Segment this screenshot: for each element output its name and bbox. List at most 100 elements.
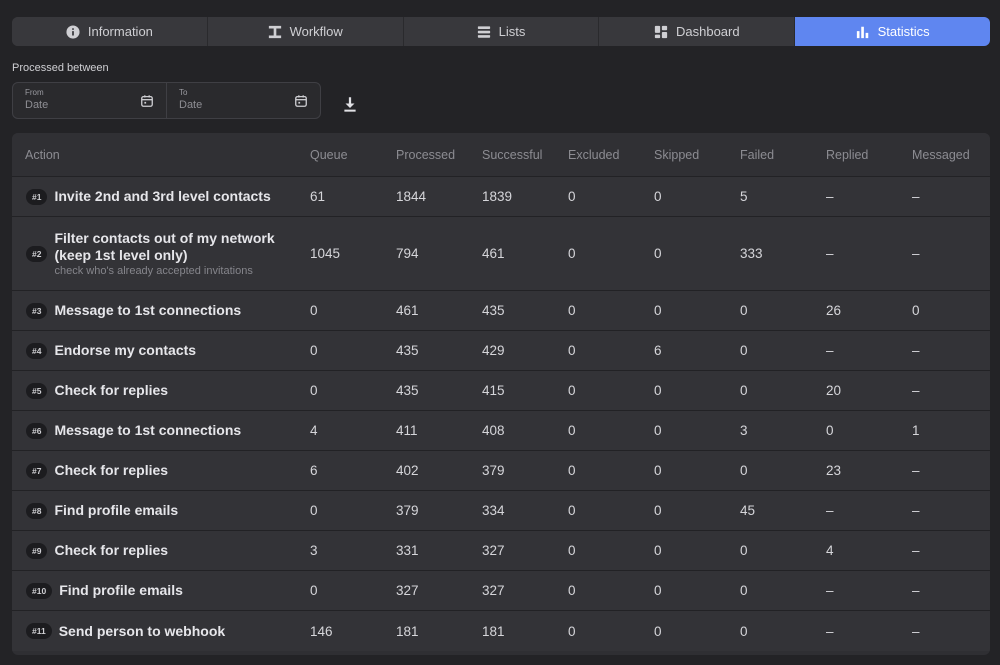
messaged-cell: – (912, 343, 920, 358)
excluded-cell: 0 (568, 543, 576, 558)
action-text: Find profile emails (59, 582, 183, 599)
queue-cell: 1045 (310, 246, 341, 261)
dashboard-icon (654, 25, 668, 38)
header-processed: Processed (396, 147, 456, 162)
queue-cell: 3 (310, 543, 318, 558)
action-text: Find profile emails (54, 502, 178, 519)
from-date-field[interactable]: From Date (13, 83, 166, 118)
action-text: Send person to webhook (59, 623, 225, 640)
skipped-cell: 0 (654, 383, 662, 398)
processed-cell: 331 (396, 543, 419, 558)
step-badge: #9 (26, 542, 48, 559)
list-icon (477, 25, 490, 38)
excluded-cell: 0 (568, 343, 576, 358)
workflow-icon (268, 25, 281, 38)
step-badge: #4 (26, 342, 48, 359)
table-row[interactable]: #9 Check for replies 3 331 327 0 0 0 4 – (12, 531, 990, 571)
step-badge: #3 (26, 302, 48, 319)
successful-cell: 461 (482, 246, 505, 261)
failed-cell: 0 (740, 543, 748, 558)
messaged-cell: – (912, 189, 920, 204)
failed-cell: 45 (740, 503, 756, 518)
step-badge: #6 (26, 422, 48, 439)
queue-cell: 0 (310, 503, 318, 518)
calendar-icon[interactable] (294, 94, 308, 108)
successful-cell: 334 (482, 503, 505, 518)
replied-cell: – (826, 343, 834, 358)
queue-cell: 0 (310, 303, 318, 318)
processed-between-label: Processed between (12, 62, 109, 74)
header-skipped: Skipped (654, 147, 700, 162)
skipped-cell: 0 (654, 583, 662, 598)
table-row[interactable]: #6 Message to 1st connections 4 411 408 0 0 3 0 1 (12, 411, 990, 451)
action-name: Invite 2nd and 3rd level contacts (54, 188, 271, 204)
failed-cell: 0 (740, 463, 748, 478)
view-tabs: Information Workflow Lists Dashboard Sta… (12, 17, 990, 46)
action-name: Message to 1st connections (54, 422, 242, 438)
table-row[interactable]: #2 Filter contacts out of my network (kee… (12, 217, 990, 291)
replied-cell: 0 (826, 423, 834, 438)
action-name: Check for replies (54, 382, 169, 398)
replied-cell: 23 (826, 463, 842, 478)
table-body: #1 Invite 2nd and 3rd level contacts 61 184… (12, 177, 990, 651)
table-row[interactable]: #3 Message to 1st connections 0 461 435 0 0 0 26… (12, 291, 990, 331)
messaged-cell: – (912, 246, 920, 261)
table-row[interactable]: #7 Check for replies 6 402 379 0 0 0 23 – (12, 451, 990, 491)
replied-cell: 20 (826, 383, 842, 398)
failed-cell: 333 (740, 246, 763, 261)
table-row[interactable]: #1 Invite 2nd and 3rd level contacts 61 184… (12, 177, 990, 217)
tab-information[interactable]: Information (12, 17, 208, 46)
processed-cell: 794 (396, 246, 419, 261)
tab-workflow[interactable]: Workflow (207, 17, 404, 46)
action-name: Find profile emails (54, 502, 179, 518)
processed-cell: 181 (396, 623, 419, 639)
successful-cell: 435 (482, 303, 505, 318)
successful-cell: 379 (482, 463, 505, 478)
tab-statistics[interactable]: Statistics (795, 17, 990, 46)
messaged-cell: – (912, 383, 920, 398)
table-row[interactable]: #11 Send person to webhook 146 181 181 0 0 0 – – (12, 611, 990, 651)
header-failed: Failed (740, 147, 775, 162)
queue-cell: 6 (310, 463, 318, 478)
table-row[interactable]: #8 Find profile emails 0 379 334 0 0 45 – – (12, 491, 990, 531)
from-date-placeholder: Date (25, 99, 49, 111)
action-cell: #3 Message to 1st connections (12, 302, 299, 319)
failed-cell: 0 (740, 583, 748, 598)
table-row[interactable]: #10 Find profile emails 0 327 327 0 0 0 – – (12, 571, 990, 611)
excluded-cell: 0 (568, 463, 576, 478)
failed-cell: 3 (740, 423, 748, 438)
messaged-cell: – (912, 503, 920, 518)
to-date-field[interactable]: To Date (166, 83, 320, 118)
action-text: Message to 1st connections (54, 422, 241, 439)
excluded-cell: 0 (568, 503, 576, 518)
table-row[interactable]: #4 Endorse my contacts 0 435 429 0 6 0 – – (12, 331, 990, 371)
action-name: Find profile emails (59, 582, 183, 598)
action-cell: #8 Find profile emails (12, 502, 299, 519)
excluded-cell: 0 (568, 583, 576, 598)
action-cell: #11 Send person to webhook (12, 623, 299, 640)
tab-dashboard[interactable]: Dashboard (599, 17, 796, 46)
action-name: Check for replies (54, 542, 169, 558)
action-name: Filter contacts out of my network (keep … (54, 230, 275, 263)
successful-cell: 1839 (482, 189, 513, 204)
successful-cell: 327 (482, 583, 505, 598)
from-label: From (25, 88, 44, 97)
excluded-cell: 0 (568, 189, 576, 204)
bar-chart-icon (856, 26, 868, 38)
tab-label: Workflow (289, 24, 343, 39)
processed-cell: 402 (396, 463, 419, 478)
step-badge: #11 (26, 623, 52, 639)
skipped-cell: 0 (654, 246, 662, 261)
action-text: Invite 2nd and 3rd level contacts (54, 188, 270, 205)
calendar-icon[interactable] (140, 94, 154, 108)
header-replied: Replied (826, 147, 869, 162)
successful-cell: 408 (482, 423, 505, 438)
tab-lists[interactable]: Lists (403, 17, 600, 46)
download-icon[interactable] (341, 95, 359, 113)
table-row[interactable]: #5 Check for replies 0 435 415 0 0 0 20 – (12, 371, 990, 411)
replied-cell: – (826, 583, 834, 598)
tab-label: Dashboard (675, 24, 740, 39)
step-badge: #1 (26, 188, 48, 205)
tab-label: Statistics (877, 24, 930, 39)
skipped-cell: 0 (654, 623, 662, 639)
